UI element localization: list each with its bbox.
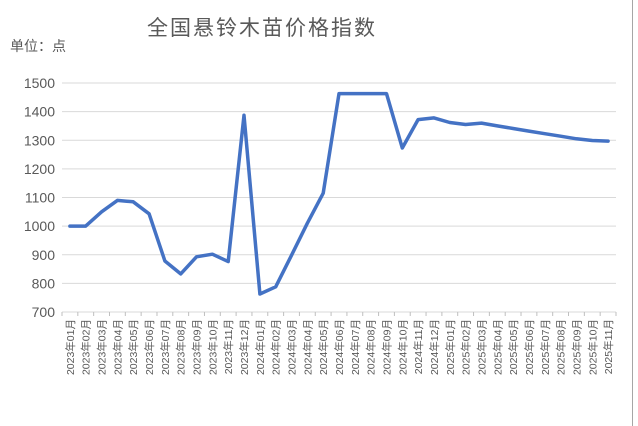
chart-right-border [632,0,633,426]
x-axis-label: 2024年10月 [396,319,409,375]
x-axis-label: 2024年11月 [412,319,425,374]
x-axis-label: 2025年02月 [460,319,473,375]
y-axis-tick-label: 1100 [25,190,55,206]
x-axis-label: 2025年05月 [507,319,520,375]
x-axis-label: 2024年08月 [365,319,378,375]
x-axis-label: 2023年01月 [64,319,77,375]
y-axis-tick-label: 1500 [24,75,55,91]
x-axis-label: 2025年04月 [491,319,504,375]
x-axis-label: 2025年07月 [539,319,552,375]
x-axis-label: 2023年10月 [206,319,219,375]
x-axis-label: 2024年09月 [380,319,393,375]
x-axis-label: 2025年06月 [523,319,536,375]
x-axis-label: 2025年08月 [555,319,568,375]
x-axis-label: 2023年05月 [127,319,140,375]
y-axis-tick-label: 1200 [24,161,55,177]
x-axis-label: 2023年03月 [96,319,109,375]
x-axis-label: 2024年07月 [349,319,362,375]
x-axis-label: 2024年03月 [286,319,299,375]
x-axis-label: 2025年10月 [586,319,599,375]
y-axis-tick-label: 1000 [24,218,55,234]
chart-title: 全国悬铃木苗价格指数 [147,17,377,40]
x-axis-label: 2024年01月 [254,319,267,375]
unit-label: 单位：点 [10,38,66,54]
x-axis-label: 2023年08月 [175,319,188,375]
y-axis-tick-label: 1400 [24,104,55,120]
x-axis-label: 2025年09月 [570,319,583,375]
x-axis-label: 2023年06月 [143,319,156,375]
y-axis-tick-label: 800 [32,275,56,291]
x-axis-label: 2024年12月 [428,319,441,375]
x-axis-label: 2023年07月 [159,319,172,375]
x-axis-label: 2024年06月 [333,319,346,375]
x-axis-label: 2023年04月 [111,319,124,375]
x-axis-label: 2023年11月 [222,319,235,374]
x-axis-label: 2025年03月 [475,319,488,375]
price-index-line [68,91,610,296]
x-axis-label: 2024年02月 [270,319,283,375]
x-axis-label: 2025年01月 [444,319,457,375]
y-axis-tick-label: 700 [32,304,56,320]
y-axis-tick-label: 1300 [24,132,55,148]
x-axis-label: 2024年05月 [317,319,330,375]
x-axis-label: 2023年12月 [238,319,251,375]
x-axis-label: 2023年02月 [80,319,93,375]
x-axis-label: 2024年04月 [301,319,314,375]
x-axis-label: 2025年11月 [602,319,615,374]
y-axis-tick-label: 900 [32,247,56,263]
x-axis-label: 2023年09月 [191,319,204,375]
